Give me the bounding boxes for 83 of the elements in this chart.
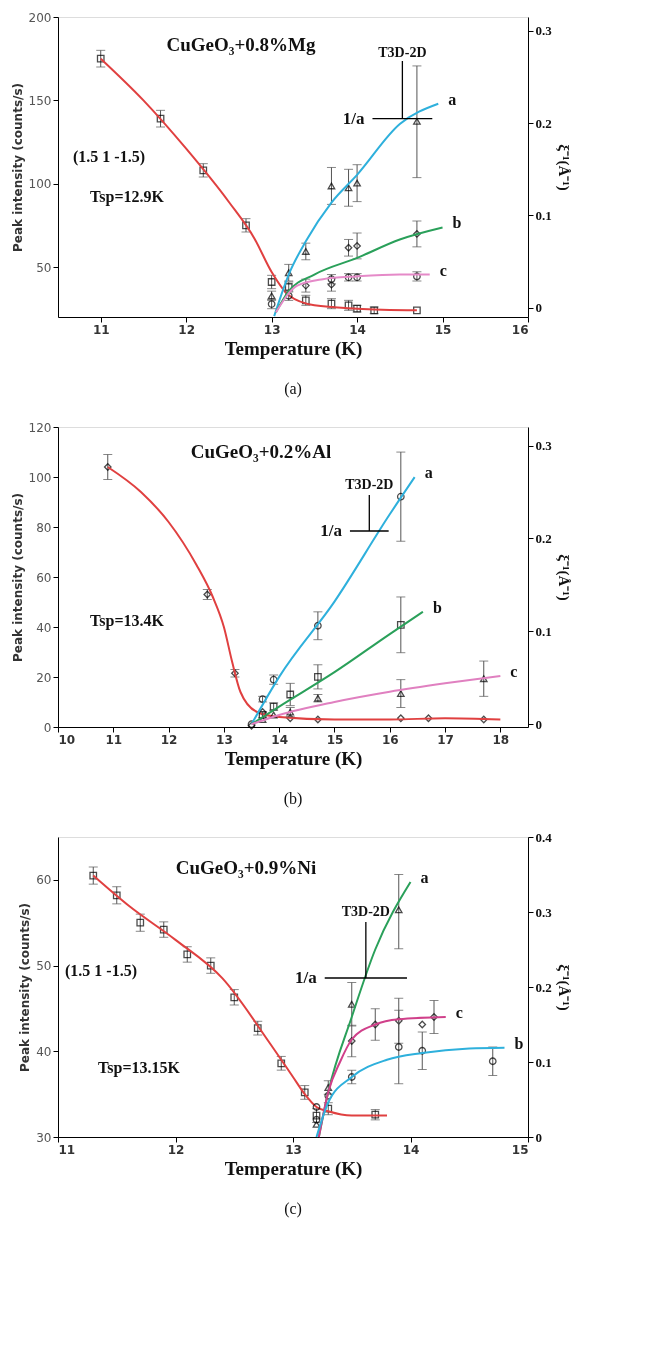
x-tick-label: 17 xyxy=(437,732,454,747)
y-axis-title: Peak intensity (counts/s) xyxy=(18,902,33,1073)
text: CuGeO₃+0.8%Mg xyxy=(166,34,316,55)
x-tick-label: 14 xyxy=(349,322,366,337)
text: (c) xyxy=(284,1200,302,1218)
y2-tick-label: 0.2 xyxy=(535,979,552,995)
y2-tick-label: 0.4 xyxy=(535,829,553,845)
annotation: Tsp=13.15K xyxy=(98,1059,181,1077)
ref-line-label: 1/a xyxy=(320,521,343,541)
series-label: a xyxy=(424,464,433,482)
y-tick-label: 60 xyxy=(36,873,52,888)
y2-tick-label: 0 xyxy=(535,1129,542,1145)
y-tick-label: 200 xyxy=(28,10,52,25)
ref-line-label: T3D-2D xyxy=(345,477,394,492)
y2-axis-title: ξ⁻¹(Å⁻¹) xyxy=(554,554,572,601)
y-tick-label: 50 xyxy=(36,260,52,275)
ref-line-label: 1/a xyxy=(294,968,318,987)
series-label: c xyxy=(510,662,518,680)
x-tick-label: 13 xyxy=(285,1142,302,1157)
y-tick-label: 60 xyxy=(36,570,52,585)
x-tick-label: 18 xyxy=(492,732,510,747)
y2-axis-title: ξ⁻¹(Å⁻¹) xyxy=(554,964,572,1011)
series-label: b xyxy=(432,598,442,616)
x-tick-label: 15 xyxy=(511,1142,529,1157)
y-tick-label: 40 xyxy=(36,1044,52,1059)
y-tick-label: 30 xyxy=(36,1130,52,1145)
y2-tick-label: 0.1 xyxy=(535,623,552,639)
x-axis-title: Temperature (K) xyxy=(224,1157,363,1180)
x-tick-label: 11 xyxy=(105,732,123,747)
x-axis-title: Temperature (K) xyxy=(224,337,363,360)
y2-tick-label: 0.3 xyxy=(535,23,553,39)
y-tick-label: 120 xyxy=(28,420,52,435)
y2-tick-label: 0.2 xyxy=(535,530,552,546)
y-axis-title: Peak intensity (counts/s) xyxy=(10,82,25,253)
y-tick-label: 100 xyxy=(28,177,52,192)
annotation: Tsp=13.4K xyxy=(90,612,165,630)
y-tick-label: 0 xyxy=(43,720,52,735)
x-tick-label: 15 xyxy=(434,322,452,337)
y-tick-label: 80 xyxy=(36,520,52,535)
x-tick-label: 14 xyxy=(402,1142,420,1157)
y-tick-label: 20 xyxy=(36,670,52,685)
y2-tick-label: 0.1 xyxy=(535,207,552,223)
series-label: c xyxy=(455,1004,463,1021)
series-label: a xyxy=(448,90,457,108)
text: (b) xyxy=(283,790,303,808)
x-tick-label: 16 xyxy=(381,732,399,747)
text: CuGeO₃+0.2%Al xyxy=(190,441,332,462)
series-label: c xyxy=(439,261,447,279)
x-tick-label: 13 xyxy=(263,322,281,337)
ref-line-label: 1/a xyxy=(342,108,365,128)
x-tick-label: 13 xyxy=(216,732,233,747)
ref-line-label: T3D-2D xyxy=(341,904,390,919)
ref-line-label: T3D-2D xyxy=(378,45,427,60)
y-tick-label: 100 xyxy=(28,470,52,485)
x-tick-label: 10 xyxy=(58,732,76,747)
x-tick-label: 11 xyxy=(92,322,110,337)
x-tick-label: 11 xyxy=(58,1142,76,1157)
annotation: Tsp=12.9K xyxy=(90,188,165,206)
x-axis-title: Temperature (K) xyxy=(224,747,363,770)
y-tick-label: 40 xyxy=(36,620,52,635)
annotation: (1.5 1 -1.5) xyxy=(73,148,145,166)
y2-tick-label: 0.3 xyxy=(535,438,553,454)
y-tick-label: 150 xyxy=(28,93,52,108)
text: (a) xyxy=(284,380,302,398)
y-axis-title: Peak intensity (counts/s) xyxy=(10,492,25,663)
series-label: b xyxy=(514,1034,524,1052)
y-tick-label: 50 xyxy=(36,959,52,974)
x-tick-label: 16 xyxy=(511,322,529,337)
x-tick-label: 15 xyxy=(326,732,344,747)
x-tick-label: 12 xyxy=(167,1142,185,1157)
y2-tick-label: 0 xyxy=(535,716,542,732)
series-label: b xyxy=(452,214,462,232)
text: CuGeO₃+0.9%Ni xyxy=(175,857,317,878)
y2-tick-label: 0.3 xyxy=(535,904,553,920)
series-label: a xyxy=(420,869,429,886)
y2-tick-label: 0.1 xyxy=(535,1054,552,1070)
y2-tick-label: 0.2 xyxy=(535,115,552,131)
x-tick-label: 12 xyxy=(178,322,196,337)
y2-tick-label: 0 xyxy=(535,300,542,316)
x-tick-label: 12 xyxy=(160,732,178,747)
annotation: (1.5 1 -1.5) xyxy=(65,962,137,980)
y2-axis-title: ξ⁻¹(Å⁻¹) xyxy=(554,144,572,191)
x-tick-label: 14 xyxy=(271,732,289,747)
